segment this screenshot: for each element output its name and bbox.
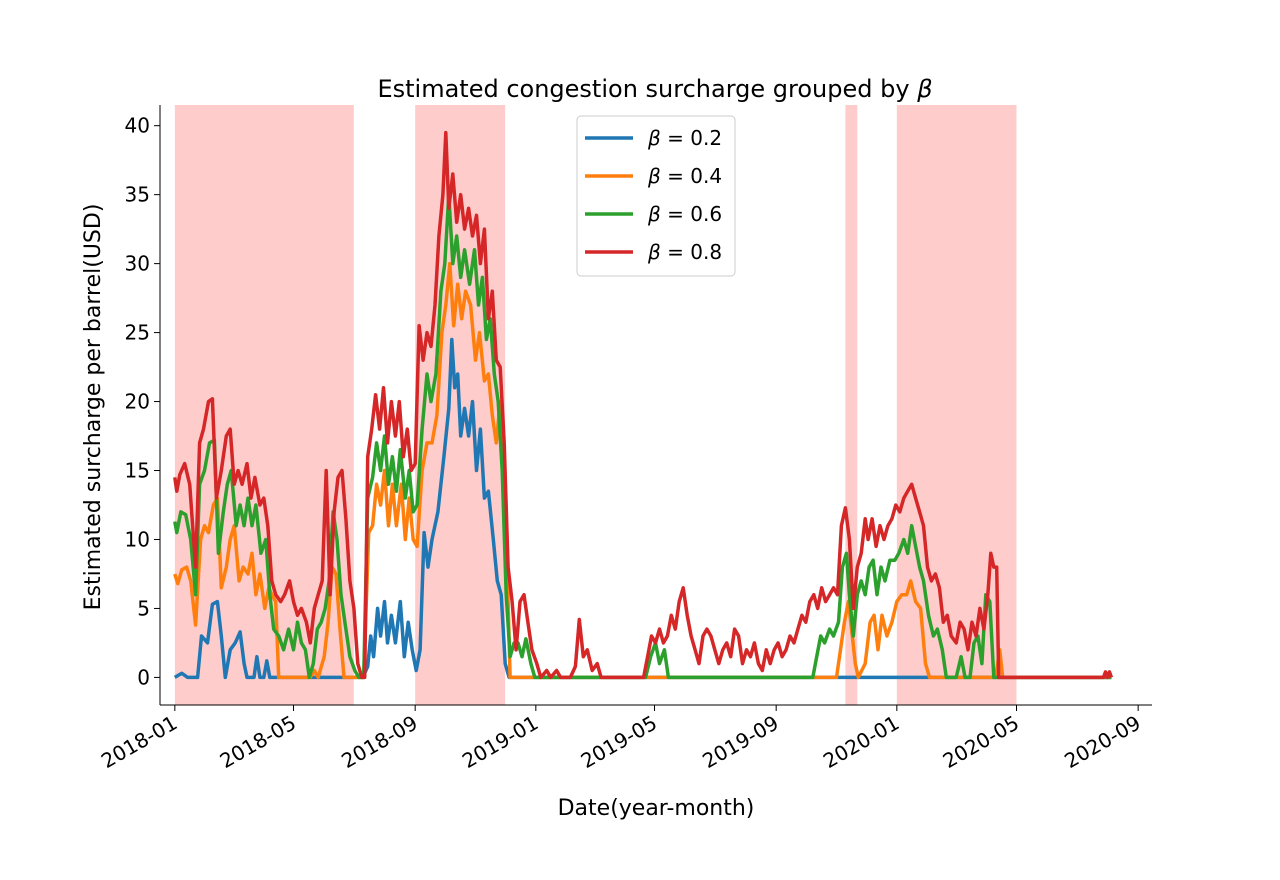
series-line <box>173 337 1112 680</box>
x-tick-label: 2020-01 <box>819 711 903 774</box>
legend-label: β = 0.4 <box>647 164 722 188</box>
legend-label: β = 0.6 <box>647 202 722 226</box>
x-tick-label: 2018-05 <box>216 711 300 774</box>
x-tick-label: 2019-05 <box>577 711 661 774</box>
series-lines <box>173 130 1114 680</box>
y-ticks: 0 5 10 15 20 25 30 35 40 <box>125 114 160 689</box>
x-tick-label: 2018-09 <box>337 711 421 774</box>
y-tick-label: 30 <box>125 252 150 276</box>
y-axis-label: Estimated surcharge per barrel(USD) <box>81 204 106 611</box>
chart-title: Estimated congestion surcharge grouped b… <box>377 75 932 103</box>
x-tick-label: 2019-01 <box>458 711 542 774</box>
axes <box>159 105 1152 706</box>
x-tick-label: 2019-09 <box>698 711 782 774</box>
x-axis-label: Date(year-month) <box>558 796 755 821</box>
legend-box <box>576 115 736 277</box>
x-tick-label: 2018-01 <box>97 711 181 774</box>
legend-label: β = 0.2 <box>647 126 722 150</box>
x-tick-label: 2020-05 <box>939 711 1023 774</box>
shaded-period <box>845 105 858 705</box>
series-line <box>173 130 1114 680</box>
x-tick-label: 2020-09 <box>1060 711 1144 774</box>
y-tick-label: 0 <box>137 665 150 689</box>
series-line <box>173 261 1112 680</box>
y-tick-label: 40 <box>125 114 150 138</box>
y-tick-label: 25 <box>125 321 150 345</box>
series-line <box>173 192 1112 680</box>
y-tick-label: 10 <box>125 527 150 551</box>
y-tick-label: 35 <box>125 183 150 207</box>
y-tick-label: 5 <box>137 596 150 620</box>
x-ticks: 2018-01 2018-05 2018-09 2019-01 2019-05 2019-… <box>97 705 1145 773</box>
y-tick-label: 15 <box>125 459 150 483</box>
legend: β = 0.2 β = 0.4 β = 0.6 β = 0.8 <box>576 115 736 277</box>
legend-label: β = 0.8 <box>647 240 722 264</box>
y-tick-label: 20 <box>125 390 150 414</box>
